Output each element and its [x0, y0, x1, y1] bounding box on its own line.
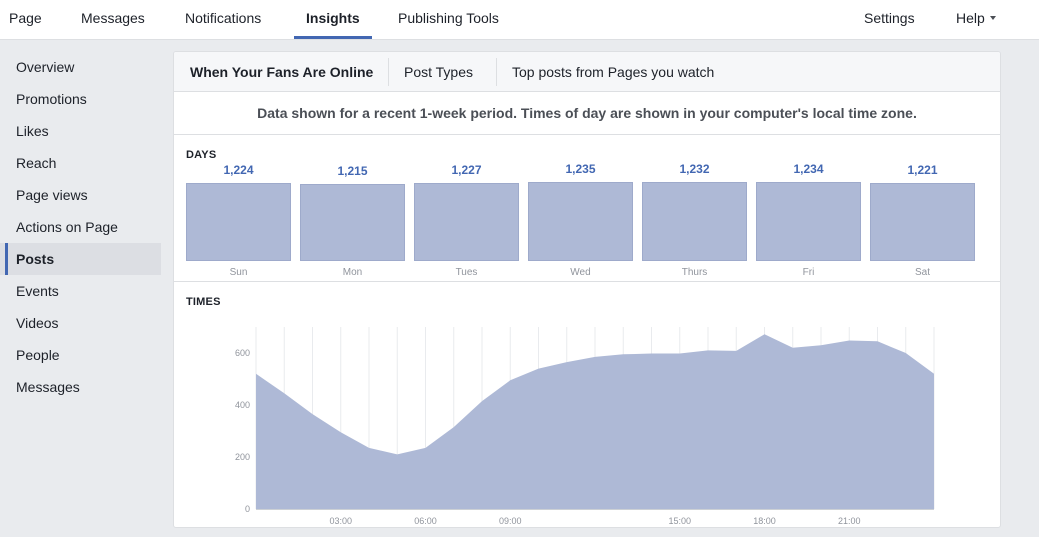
day-value-label: 1,232: [679, 162, 710, 177]
day-label: Tues: [455, 267, 478, 278]
day-column: 1,232 Thurs: [642, 160, 747, 280]
day-label: Mon: [342, 267, 363, 278]
settings-link[interactable]: Settings: [864, 10, 915, 26]
section-divider: [174, 281, 1000, 282]
x-tick-label: 21:00: [838, 516, 861, 526]
y-tick-label: 400: [235, 400, 250, 410]
sidebar-item-reach[interactable]: Reach: [16, 155, 57, 171]
day-value-label: 1,227: [451, 162, 482, 177]
caret-down-icon: [989, 16, 996, 21]
day-column: 1,235 Wed: [528, 160, 633, 280]
day-value-label: 1,221: [907, 163, 938, 178]
subtab-divider: [496, 58, 497, 86]
insights-panel: When Your Fans Are Online Post Types Top…: [173, 51, 1001, 528]
sidebar-item-events[interactable]: Events: [16, 283, 59, 299]
sidebar: Overview Promotions Likes Reach Page vie…: [0, 51, 161, 403]
day-label: Thurs: [681, 267, 708, 278]
top-navigation: Page Messages Notifications Insights Pub…: [0, 0, 1039, 40]
subtab-bar: When Your Fans Are Online Post Types Top…: [174, 52, 1000, 92]
x-tick-label: 03:00: [329, 516, 352, 526]
day-bar[interactable]: [870, 183, 975, 261]
day-column: 1,227 Tues: [414, 160, 519, 280]
days-bar-chart: 1,224 Sun 1,215 Mon 1,227 Tues 1,235 Wed 1,232 Th…: [186, 160, 986, 280]
subtab-post-types[interactable]: Post Types: [404, 64, 474, 80]
tab-notifications[interactable]: Notifications: [185, 10, 262, 26]
day-label: Fri: [802, 267, 815, 278]
x-tick-label: 18:00: [753, 516, 776, 526]
day-bar[interactable]: [528, 182, 633, 261]
times-section-title: TIMES: [186, 296, 221, 308]
subtab-top-posts[interactable]: Top posts from Pages you watch: [512, 64, 715, 80]
sidebar-item-promotions[interactable]: Promotions: [16, 91, 87, 107]
day-column: 1,224 Sun: [186, 160, 291, 280]
day-column: 1,215 Mon: [300, 160, 405, 280]
y-tick-label: 200: [235, 452, 250, 462]
day-column: 1,221 Sat: [870, 160, 975, 280]
y-tick-label: 600: [235, 348, 250, 358]
tab-page[interactable]: Page: [9, 10, 42, 26]
sidebar-item-actions-on-page[interactable]: Actions on Page: [16, 219, 118, 235]
day-label: Sat: [914, 267, 930, 278]
times-area-chart: 0 200 400 600 03:00 06:00 09:00 15:00 18:00 21:00: [235, 327, 935, 526]
sidebar-item-videos[interactable]: Videos: [16, 315, 59, 331]
day-value-label: 1,234: [793, 162, 824, 177]
help-label: Help: [956, 10, 985, 26]
day-bar[interactable]: [414, 182, 519, 261]
help-menu[interactable]: Help: [956, 0, 996, 40]
sidebar-item-overview[interactable]: Overview: [16, 59, 75, 75]
time-zone-notice: Data shown for a recent 1-week period. T…: [174, 92, 1000, 135]
tab-publishing-tools[interactable]: Publishing Tools: [398, 10, 499, 26]
sidebar-item-likes[interactable]: Likes: [16, 123, 49, 139]
day-bar[interactable]: [186, 183, 291, 261]
day-label: Wed: [570, 267, 591, 278]
day-value-label: 1,215: [337, 163, 368, 178]
fans-online-area: [256, 334, 934, 509]
tab-insights[interactable]: Insights: [294, 0, 372, 40]
x-tick-label: 15:00: [668, 516, 691, 526]
x-tick-label: 06:00: [414, 516, 437, 526]
tab-messages[interactable]: Messages: [81, 10, 145, 26]
subtab-when-fans-online[interactable]: When Your Fans Are Online: [190, 64, 374, 80]
sidebar-item-page-views[interactable]: Page views: [16, 187, 88, 203]
x-tick-label: 09:00: [499, 516, 522, 526]
day-value-label: 1,235: [565, 162, 596, 177]
sidebar-item-messages[interactable]: Messages: [16, 379, 80, 395]
day-label: Sun: [229, 267, 248, 278]
y-tick-label: 0: [245, 504, 250, 514]
day-bar[interactable]: [756, 182, 861, 261]
sidebar-item-people[interactable]: People: [16, 347, 60, 363]
subtab-divider: [388, 58, 389, 86]
day-bar[interactable]: [300, 183, 405, 261]
day-column: 1,234 Fri: [756, 160, 861, 280]
days-section-title: DAYS: [186, 149, 217, 161]
day-bar[interactable]: [642, 182, 747, 261]
sidebar-item-posts[interactable]: Posts: [0, 243, 161, 275]
day-value-label: 1,224: [223, 163, 254, 177]
